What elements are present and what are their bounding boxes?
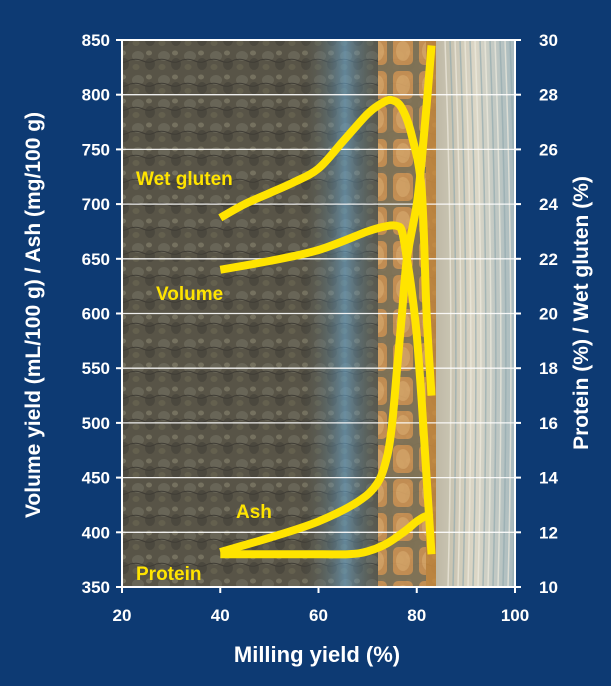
y-left-tick-label: 400 xyxy=(82,523,110,542)
series-label-volume: Volume xyxy=(156,284,223,305)
series-lines xyxy=(218,45,436,559)
grid-lines xyxy=(122,94,515,533)
y-right-tick-label: 24 xyxy=(539,195,558,214)
y-left-tick-label: 600 xyxy=(82,305,110,324)
series-labels: Wet gluten Volume Ash Protein xyxy=(136,169,272,585)
y-left-tick-label: 450 xyxy=(82,469,110,488)
series-line-wet-gluten xyxy=(218,95,436,396)
x-tick-label: 100 xyxy=(501,606,529,625)
series-label-protein: Protein xyxy=(136,564,201,585)
y-right-tick-label: 16 xyxy=(539,414,558,433)
y-left-tick-label: 750 xyxy=(82,140,110,159)
y-axis-right-title: Protein (%) / Wet gluten (%) xyxy=(570,176,593,450)
y-left-tick-label: 800 xyxy=(82,86,110,105)
y-right-tick-label: 18 xyxy=(539,359,558,378)
series-label-ash: Ash xyxy=(236,502,272,523)
x-tick-label: 80 xyxy=(407,606,426,625)
y-left-tick-label: 500 xyxy=(82,414,110,433)
series-line-volume xyxy=(219,221,436,555)
y-left-tick-label: 850 xyxy=(82,31,110,50)
y-right-tick-label: 12 xyxy=(539,523,558,542)
y-right-tick-label: 30 xyxy=(539,31,558,50)
y-left-tick-label: 350 xyxy=(82,578,110,597)
y-left-tick-label: 550 xyxy=(82,359,110,378)
series-label-wet-gluten: Wet gluten xyxy=(136,169,233,190)
x-tick-label: 20 xyxy=(113,606,132,625)
y-right-tick-label: 26 xyxy=(539,140,558,159)
x-axis-title: Milling yield (%) xyxy=(234,642,400,667)
y-right-tick-label: 14 xyxy=(539,469,558,488)
y-left-tick-label: 700 xyxy=(82,195,110,214)
y-right-tick-label: 22 xyxy=(539,250,558,269)
x-axis: 20 40 60 80 100 xyxy=(113,587,529,625)
y-right-tick-label: 28 xyxy=(539,86,558,105)
series-line-protein xyxy=(220,511,434,559)
y-axis-right: 10 12 14 16 18 20 22 24 26 28 30 xyxy=(515,31,558,597)
y-right-tick-label: 10 xyxy=(539,578,558,597)
y-axis-left: 350 400 450 500 550 600 650 700 750 800 850 xyxy=(82,31,122,597)
y-right-tick-label: 20 xyxy=(539,305,558,324)
y-axis-left-title: Volume yield (mL/100 g) / Ash (mg/100 g) xyxy=(22,112,45,518)
x-tick-label: 60 xyxy=(309,606,328,625)
series-line-ash xyxy=(219,45,436,556)
x-tick-label: 40 xyxy=(211,606,230,625)
y-left-tick-label: 650 xyxy=(82,250,110,269)
